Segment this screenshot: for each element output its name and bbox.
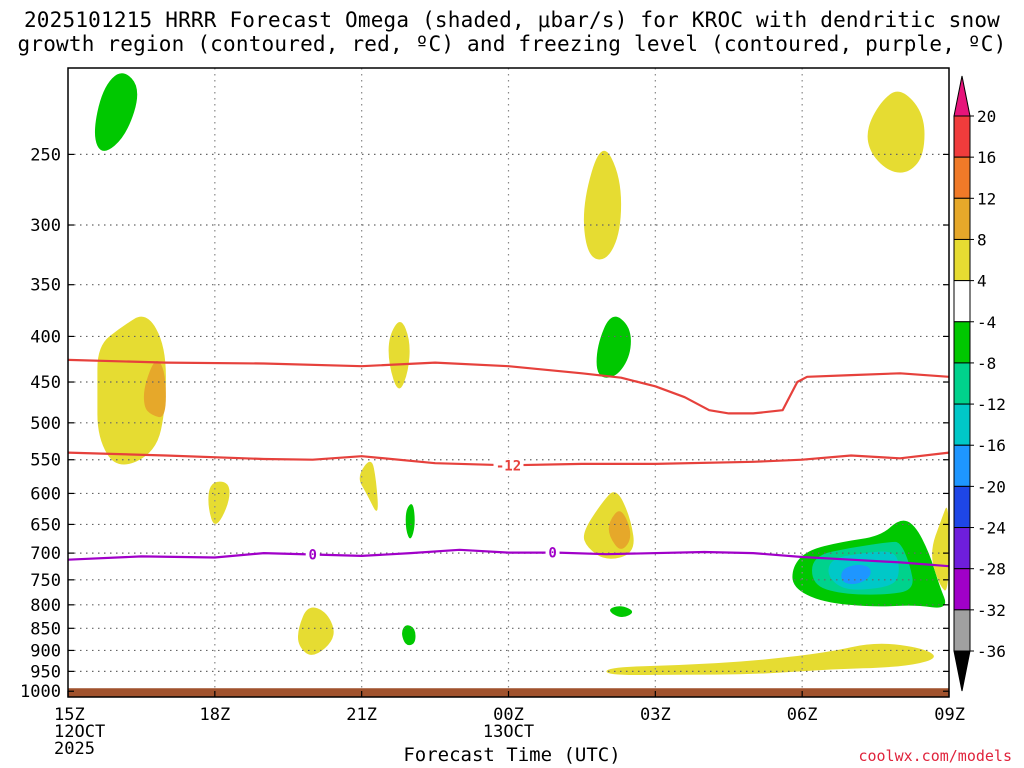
x-tick-label-03Z: 03Z [640, 705, 671, 725]
freezing-level-label-bg-2 [545, 545, 560, 560]
colorbar-segment-3 [953, 238, 971, 282]
y-tick-label-600: 600 [30, 484, 61, 504]
colorbar-segment-4 [953, 280, 971, 323]
omega-region-1 [97, 316, 166, 465]
omega-shading [94, 73, 949, 676]
colorbar-label--24: -24 [977, 519, 1006, 538]
dgz-lower-contour [67, 451, 950, 467]
x-axis-label: Forecast Time (UTC) [403, 744, 621, 766]
y-tick-label-650: 650 [30, 515, 61, 535]
colorbar-label-20: 20 [977, 107, 996, 126]
colorbar-label--32: -32 [977, 601, 1006, 620]
omega-region-12 [608, 511, 631, 549]
x-tick-label-00Z: 00Z [493, 705, 524, 725]
x-tick-date-13OCT: 13OCT [483, 722, 534, 742]
colorbar-segment-11 [953, 568, 971, 611]
freezing-level-label-bg-1 [305, 547, 320, 562]
colorbar-segment-12 [953, 609, 971, 652]
colorbar-segment-9 [953, 485, 971, 529]
colorbar-segment-0 [953, 115, 971, 158]
dgz-lower-label-1: -12 [496, 458, 521, 474]
colorbar-label-16: 16 [977, 148, 996, 167]
omega-region-2 [143, 360, 166, 418]
y-tick-label-500: 500 [30, 414, 61, 434]
chart-title-line2: growth region (contoured, red, ºC) and f… [17, 32, 1007, 56]
y-tick-label-400: 400 [30, 327, 61, 347]
y-axis: 2503003504004505005506006507007508008509… [20, 145, 949, 702]
colorbar-label-8: 8 [977, 230, 987, 249]
x-tick-year-2025: 2025 [54, 739, 95, 759]
y-tick-label-700: 700 [30, 544, 61, 564]
y-tick-label-550: 550 [30, 451, 61, 471]
colorbar-label--28: -28 [977, 560, 1006, 579]
y-tick-label-900: 900 [30, 641, 61, 661]
x-tick-label-18Z: 18Z [199, 705, 230, 725]
y-tick-label-450: 450 [30, 373, 61, 393]
plot-area [68, 68, 949, 697]
colorbar-segment-7 [953, 403, 971, 446]
colorbar-segment-6 [953, 362, 971, 405]
x-tick-label-06Z: 06Z [787, 705, 818, 725]
omega-region-4 [388, 322, 410, 389]
omega-region-19 [867, 91, 925, 173]
dgz-lower-label-bg-1 [493, 458, 524, 473]
colorbar-label--8: -8 [977, 354, 996, 373]
colorbar-segment-8 [953, 444, 971, 487]
y-tick-label-800: 800 [30, 596, 61, 616]
site-credit[interactable]: coolwx.com/models [858, 747, 1012, 765]
y-tick-label-950: 950 [30, 662, 61, 682]
colorbar-segment-2 [953, 197, 971, 240]
omega-region-20 [932, 507, 949, 591]
omega-region-0 [94, 73, 138, 151]
y-tick-label-750: 750 [30, 571, 61, 591]
dgz-upper-contour [67, 358, 950, 415]
colorbar-segment-10 [953, 527, 971, 570]
chart-title-line1: 2025101215 HRRR Forecast Omega (shaded, … [23, 8, 1001, 32]
omega-region-3 [208, 481, 230, 524]
x-tick-date-12OCT: 12OCT [54, 722, 105, 742]
y-tick-label-1000: 1000 [20, 682, 61, 702]
omega-region-14 [606, 643, 934, 676]
omega-region-9 [583, 150, 622, 260]
freezing-level-label-1: 0 [309, 547, 317, 563]
y-tick-label-300: 300 [30, 216, 61, 236]
colorbar-label-4: 4 [977, 272, 987, 291]
omega-region-8 [402, 625, 416, 646]
colorbar-label--12: -12 [977, 395, 1006, 414]
colorbar-top-arrow [953, 75, 971, 117]
colorbar-label--20: -20 [977, 477, 1006, 496]
colorbar-label--16: -16 [977, 436, 1006, 455]
y-tick-label-250: 250 [30, 145, 61, 165]
x-tick-label-15Z: 15Z [54, 705, 85, 725]
y-tick-label-850: 850 [30, 619, 61, 639]
omega-region-6 [405, 504, 415, 539]
colorbar-bottom-arrow [953, 650, 971, 692]
x-tick-label-09Z: 09Z [934, 705, 965, 725]
colorbar-segment-1 [953, 156, 971, 199]
colorbar: 20 16 12 8 4 -4 -8 -12 -16 -20 -24 -28 -32 -36 [953, 75, 1006, 692]
y-tick-label-350: 350 [30, 276, 61, 296]
colorbar-label--36: -36 [977, 642, 1006, 661]
freezing-level-label-2: 0 [548, 546, 556, 562]
omega-region-10 [596, 316, 631, 378]
omega-region-7 [298, 607, 334, 655]
colorbar-segment-5 [953, 321, 971, 364]
colorbar-label--4: -4 [977, 313, 996, 332]
colorbar-label-12: 12 [977, 189, 996, 208]
omega-region-13 [610, 606, 633, 618]
x-tick-label-21Z: 21Z [346, 705, 377, 725]
omega-region-5 [359, 461, 378, 511]
freezing-level-contour [67, 548, 950, 568]
